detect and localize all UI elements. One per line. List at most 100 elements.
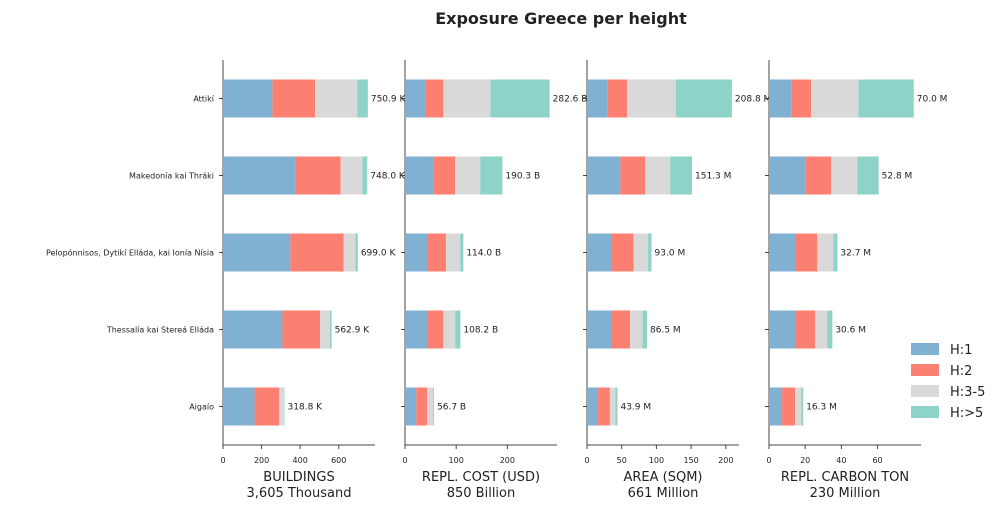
bar-segment — [405, 311, 427, 349]
legend-label: H:>5 — [950, 406, 983, 421]
bar-segment — [811, 80, 858, 118]
x-tick-label: 400 — [293, 456, 308, 465]
value-label: 70.0 M — [917, 95, 948, 105]
bar-segment — [676, 80, 732, 118]
bar-segment — [795, 311, 815, 349]
value-label: 318.8 K — [288, 403, 324, 413]
x-axis-label: REPL. CARBON TON — [781, 470, 909, 485]
x-axis-total: 3,605 Thousand — [247, 486, 352, 501]
bar-segment — [320, 311, 330, 349]
bar-segment — [416, 388, 427, 426]
bar-segment — [330, 311, 332, 349]
bar-segment — [480, 157, 502, 195]
legend-swatch — [911, 364, 939, 376]
bar-segment — [831, 157, 857, 195]
bar-segment — [610, 388, 616, 426]
x-tick-label: 0 — [402, 456, 407, 465]
bar-segment — [587, 311, 612, 349]
bar-segment — [648, 234, 651, 272]
value-label: 32.7 M — [840, 249, 871, 259]
x-axis-label: AREA (SQM) — [623, 470, 702, 485]
value-label: 16.3 M — [806, 403, 837, 413]
x-tick-label: 20 — [800, 456, 810, 465]
bar-segment — [405, 80, 425, 118]
bar-segment — [295, 157, 341, 195]
value-label: 30.6 M — [835, 326, 866, 336]
bar-segment — [433, 157, 455, 195]
bar-segment — [645, 157, 670, 195]
bar-segment — [670, 157, 692, 195]
value-label: 190.3 B — [505, 172, 540, 182]
category-label: Aigaío — [189, 403, 214, 412]
bar-segment — [769, 388, 782, 426]
bar-segment — [608, 80, 627, 118]
bar-segment — [223, 234, 290, 272]
bar-segment — [490, 80, 549, 118]
bar-segment — [357, 80, 367, 118]
chart-title: Exposure Greece per height — [435, 9, 687, 28]
bar-segment — [427, 388, 433, 426]
bar-segment — [769, 157, 805, 195]
category-label: Thessalía kai Stereá Elláda — [106, 326, 214, 335]
bar-segment — [805, 157, 831, 195]
bar-segment — [612, 311, 630, 349]
legend-label: H:3-5 — [950, 385, 985, 400]
bar-segment — [405, 234, 427, 272]
bar-segment — [817, 234, 833, 272]
bar-segment — [769, 80, 792, 118]
bar-segment — [643, 311, 648, 349]
bar-segment — [223, 388, 255, 426]
bar-segment — [455, 311, 460, 349]
bar-segment — [455, 157, 480, 195]
bar-segment — [587, 157, 620, 195]
value-label: 750.9 K — [371, 95, 407, 105]
bar-segment — [290, 234, 343, 272]
bar-segment — [282, 311, 320, 349]
bar-segment — [405, 157, 433, 195]
bar-segment — [587, 234, 612, 272]
bar-segment — [620, 157, 645, 195]
bar-segment — [223, 157, 295, 195]
bar-segment — [279, 388, 284, 426]
legend-swatch — [911, 385, 939, 397]
x-tick-label: 150 — [683, 456, 698, 465]
bar-segment — [341, 157, 363, 195]
bar-segment — [587, 388, 598, 426]
x-tick-label: 200 — [500, 456, 515, 465]
bar-segment — [443, 80, 490, 118]
value-label: 108.2 B — [463, 326, 498, 336]
bar-segment — [443, 311, 455, 349]
bar-segment — [446, 234, 460, 272]
bar-segment — [356, 234, 358, 272]
x-tick-label: 0 — [220, 456, 225, 465]
value-label: 56.7 B — [437, 403, 466, 413]
x-tick-label: 100 — [649, 456, 664, 465]
x-axis-total: 850 Billion — [447, 486, 516, 501]
bar-segment — [858, 80, 913, 118]
x-axis-label: REPL. COST (USD) — [422, 470, 540, 485]
x-tick-label: 600 — [331, 456, 346, 465]
bar-segment — [792, 80, 811, 118]
bar-segment — [223, 311, 282, 349]
value-label: 86.5 M — [650, 326, 681, 336]
value-label: 151.3 M — [695, 172, 731, 182]
bar-segment — [795, 388, 801, 426]
bar-segment — [833, 234, 837, 272]
x-tick-label: 60 — [872, 456, 882, 465]
bar-segment — [615, 388, 617, 426]
bar-segment — [344, 234, 356, 272]
bar-segment — [255, 388, 280, 426]
legend-swatch — [911, 343, 939, 355]
bar-segment — [315, 80, 357, 118]
bar-segment — [405, 388, 416, 426]
bar-segment — [769, 311, 795, 349]
bar-segment — [460, 234, 463, 272]
bar-segment — [827, 311, 832, 349]
legend-swatch — [911, 406, 939, 418]
value-label: 52.8 M — [882, 172, 913, 182]
x-tick-label: 200 — [254, 456, 269, 465]
legend-label: H:1 — [950, 343, 972, 358]
bar-segment — [425, 80, 443, 118]
x-axis-total: 230 Million — [810, 486, 881, 501]
value-label: 748.0 K — [370, 172, 406, 182]
